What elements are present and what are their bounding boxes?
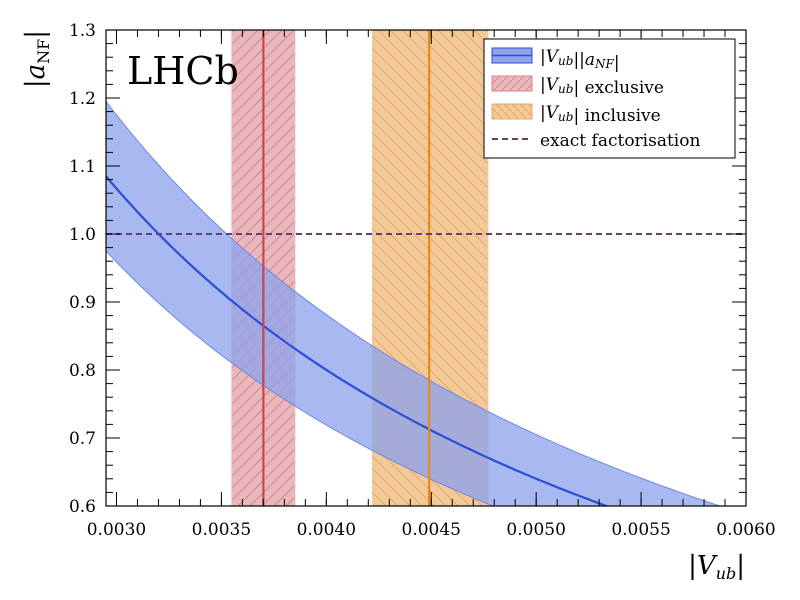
legend-swatch-exclusive-hatch [492, 76, 532, 91]
y-tick-label: 0.7 [69, 429, 96, 449]
y-tick-label: 0.9 [69, 293, 96, 313]
plot-frame [105, 29, 747, 507]
x-tick-label: 0.0045 [402, 520, 461, 540]
x-tick-label: 0.0030 [87, 520, 146, 540]
x-tick-label: 0.0035 [192, 520, 251, 540]
legend-entry-part: |V [540, 47, 560, 67]
anf-central-line [106, 175, 610, 506]
x-tick-label: 0.0060 [716, 520, 775, 540]
legend-entry-part: ub [558, 54, 573, 68]
legend-entry-part: NF [594, 57, 615, 71]
experiment-label: LHCb [127, 49, 239, 93]
legend-entry-part: exclusive [579, 78, 664, 98]
legend-entry-label: exact factorisation [540, 131, 700, 151]
legend-entry-part: | [614, 53, 620, 73]
legend-entry-part: inclusive [579, 106, 661, 126]
y-tick-label: 1.1 [69, 157, 96, 177]
legend-entry-part: | [573, 106, 579, 126]
x-tick-label: 0.0050 [506, 520, 565, 540]
y-tick-label: 1.3 [69, 21, 96, 41]
legend-entry-label: |Vub| exclusive [540, 75, 664, 98]
legend-entry-part: ||a [573, 50, 595, 70]
y-axis-title: |aNF| [21, 30, 53, 88]
legend-entry-part: |V [540, 75, 560, 95]
x-axis-title: |Vub| [688, 551, 745, 583]
plot-area [106, 30, 746, 506]
legend-entry-part: |V [540, 103, 560, 123]
legend-entry-part: exact factorisation [540, 131, 700, 151]
x-tick-label: 0.0040 [297, 520, 356, 540]
legend-swatch-inclusive-hatch [492, 104, 532, 119]
legend: |Vub||aNF||Vub| exclusive|Vub| inclusive… [483, 38, 736, 159]
y-tick-label: 0.6 [69, 497, 96, 517]
y-tick-label: 1.0 [69, 225, 96, 245]
axis-ticks: 0.0030 0.0035 0.0040 0.0045 0.0050 0.0055 0.00… [69, 21, 776, 540]
legend-entry-label: |Vub||aNF| [540, 47, 620, 73]
legend-entry-label: |Vub| inclusive [540, 103, 661, 126]
legend-entry-part: | [573, 78, 579, 98]
x-tick-label: 0.0055 [611, 520, 670, 540]
legend-entry-part: ub [558, 82, 573, 96]
legend-entry-part: ub [558, 110, 573, 124]
anf-band [106, 100, 722, 506]
y-tick-label: 1.2 [69, 89, 96, 109]
y-tick-label: 0.8 [69, 361, 96, 381]
